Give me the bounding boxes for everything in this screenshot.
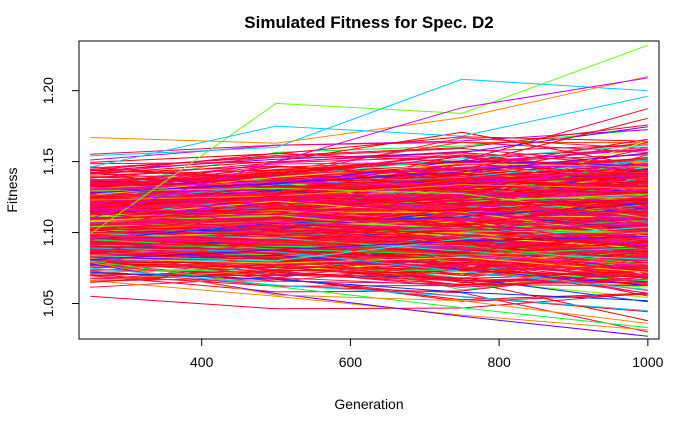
series-line: [90, 270, 648, 278]
y-tick-label: 1.20: [40, 77, 56, 104]
series-line: [90, 200, 648, 226]
series-line: [90, 245, 648, 272]
series-line: [90, 247, 648, 290]
y-axis: 1.05 1.10 1.15 1.20: [40, 77, 80, 317]
series-line: [90, 201, 648, 251]
series-line: [90, 261, 648, 287]
series-line: [90, 267, 648, 312]
y-tick-label: 1.15: [40, 148, 56, 175]
series-lines: [89, 44, 648, 337]
series-line: [90, 184, 648, 210]
series-line: [90, 182, 648, 206]
series-line: [90, 129, 648, 161]
x-axis-label: Generation: [334, 396, 403, 412]
series-line: [90, 194, 648, 225]
series-line: [90, 169, 648, 184]
series-line: [90, 212, 648, 249]
series-line: [90, 184, 648, 201]
series-line: [90, 199, 648, 225]
y-tick-label: 1.05: [40, 290, 56, 317]
chart-title: Simulated Fitness for Spec. D2: [244, 13, 493, 32]
x-tick-label: 600: [339, 354, 363, 370]
series-line: [90, 292, 648, 310]
series-line: [90, 131, 648, 175]
series-line: [90, 263, 648, 278]
series-line: [90, 194, 648, 228]
series-line: [90, 77, 648, 219]
series-line: [90, 249, 648, 279]
series-line: [90, 216, 648, 225]
series-line: [90, 138, 648, 186]
series-line: [90, 165, 648, 205]
series-line: [90, 260, 648, 329]
series-line: [90, 233, 648, 257]
series-line: [90, 152, 648, 194]
series-line: [90, 201, 648, 220]
series-line: [89, 44, 648, 235]
series-line: [90, 214, 648, 234]
series-line: [90, 95, 648, 168]
series-line: [90, 195, 648, 208]
series-line: [90, 271, 648, 302]
series-line: [90, 149, 648, 179]
y-axis-label: Fitness: [4, 167, 20, 212]
series-line: [90, 223, 648, 266]
series-line: [90, 76, 648, 144]
series-line: [90, 141, 648, 155]
series-line: [90, 78, 648, 157]
series-line: [90, 280, 648, 331]
y-tick-label: 1.10: [40, 219, 56, 246]
series-line: [90, 224, 648, 240]
series-line: [90, 238, 648, 263]
series-line: [90, 162, 648, 196]
series-line: [90, 233, 648, 260]
series-line: [90, 236, 648, 260]
x-tick-label: 800: [487, 354, 511, 370]
x-tick-label: 1000: [632, 354, 663, 370]
series-line: [90, 221, 648, 239]
series-line: [90, 261, 648, 324]
series-line: [90, 242, 648, 271]
series-line: [90, 156, 648, 174]
series-line: [90, 261, 648, 286]
series-line: [90, 136, 648, 163]
x-axis: 400 600 800 1000: [190, 338, 664, 370]
series-line: [90, 152, 648, 174]
x-tick-label: 400: [190, 354, 214, 370]
series-line: [90, 226, 648, 262]
